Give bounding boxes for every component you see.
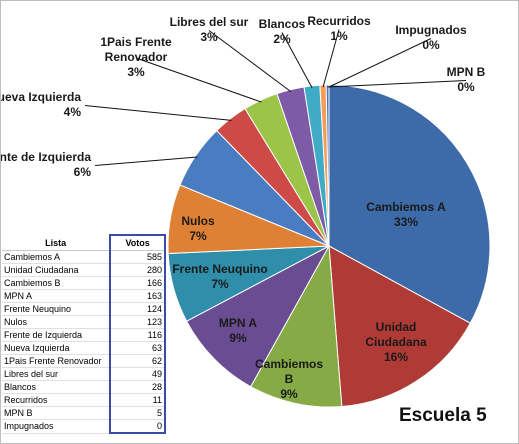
data-label: Cambiemos A 33% (366, 200, 446, 229)
table-cell-lista: 1Pais Frente Renovador (2, 354, 111, 368)
table-cell-votos: 585 (109, 250, 166, 264)
table-cell-votos: 28 (109, 380, 166, 394)
table-row: Cambiemos A 585 (2, 250, 166, 264)
table-cell-lista: Frente de Izquierda (2, 328, 111, 342)
table-cell-lista: MPN A (2, 289, 111, 303)
data-label: Frente Neuquino 7% (172, 262, 267, 291)
table-cell-votos: 49 (109, 367, 166, 381)
table-cell-lista: Nueva Izquierda (2, 341, 111, 355)
table-cell-votos: 123 (109, 315, 166, 329)
table-row: Impugnados 0 (2, 419, 166, 434)
leader-line (135, 57, 262, 103)
data-label: MPN B 0% (447, 65, 486, 94)
table-row: Blancos 28 (2, 380, 166, 394)
leader-line (328, 38, 432, 88)
table-cell-lista: Nulos (2, 315, 111, 329)
table-row: 1Pais Frente Renovador 62 (2, 354, 166, 368)
data-label: Cambiemos B 9% (255, 357, 323, 401)
table-cell-lista: Cambiemos A (2, 250, 111, 264)
table-row: Frente Neuquino 124 (2, 302, 166, 316)
leader-line (94, 156, 198, 166)
data-label: MPN A 9% (219, 316, 258, 345)
table-body: Cambiemos A 585 Unidad Ciudadana 280 Cambiem… (2, 250, 166, 434)
table-cell-votos: 163 (109, 289, 166, 303)
table-row: Recurridos 11 (2, 393, 166, 407)
table-cell-lista: Cambiemos B (2, 276, 111, 290)
table-header-row: Lista Votos (2, 234, 166, 251)
data-label: Blancos 2% (259, 17, 306, 46)
data-label: 1Pais Frente Renovador 3% (100, 35, 172, 79)
leader-line (322, 29, 340, 88)
pie-slice (328, 84, 491, 324)
table-row: Unidad Ciudadana 280 (2, 263, 166, 277)
table-cell-lista: Blancos (2, 380, 111, 394)
leader-line (327, 80, 467, 88)
leader-line (208, 30, 292, 93)
table-cell-lista: Impugnados (2, 419, 111, 434)
data-table: Lista Votos Cambiemos A 585 Unidad Ciudada… (2, 234, 166, 434)
leader-line (84, 105, 232, 121)
leader-line (281, 32, 313, 89)
table-cell-lista: Frente Neuquino (2, 302, 111, 316)
table-row: Nulos 123 (2, 315, 166, 329)
table-row: Nueva Izquierda 63 (2, 341, 166, 355)
table-cell-votos: 124 (109, 302, 166, 316)
data-label: Nulos 7% (181, 214, 215, 243)
data-labels: Cambiemos A 33% Unidad Ciudadana 16% Cambiemo… (1, 14, 486, 401)
table-cell-votos: 0 (109, 419, 166, 434)
table-cell-votos: 166 (109, 276, 166, 290)
leader-lines (84, 29, 467, 166)
pie-slice (185, 244, 331, 388)
data-label: Unidad Ciudadana 16% (365, 320, 427, 364)
table-cell-votos: 63 (109, 341, 166, 355)
table-row: Libres del sur 49 (2, 367, 166, 381)
table-cell-votos: 116 (109, 328, 166, 342)
pie-slices (167, 84, 491, 408)
pie-slice (328, 245, 471, 408)
table-cell-votos: 280 (109, 263, 166, 277)
table-row: Cambiemos B 166 (2, 276, 166, 290)
data-label: Impugnados 0% (395, 23, 467, 52)
table-row: MPN A 163 (2, 289, 166, 303)
data-label: Libres del sur 3% (170, 15, 249, 44)
column-header-lista: Lista (2, 235, 111, 251)
data-label: Recurridos 1% (307, 14, 371, 43)
column-header-votos: Votos (109, 234, 166, 251)
table-cell-votos: 11 (109, 393, 166, 407)
pie-slice (250, 244, 343, 408)
table-row: Frente de Izquierda 116 (2, 328, 166, 342)
table-cell-votos: 5 (109, 406, 166, 420)
chart-title: Escuela 5 (399, 405, 487, 426)
table-cell-lista: Unidad Ciudadana (2, 263, 111, 277)
table-cell-lista: Recurridos (2, 393, 111, 407)
table-cell-lista: MPN B (2, 406, 111, 420)
table-cell-votos: 62 (109, 354, 166, 368)
table-cell-lista: Libres del sur (2, 367, 111, 381)
